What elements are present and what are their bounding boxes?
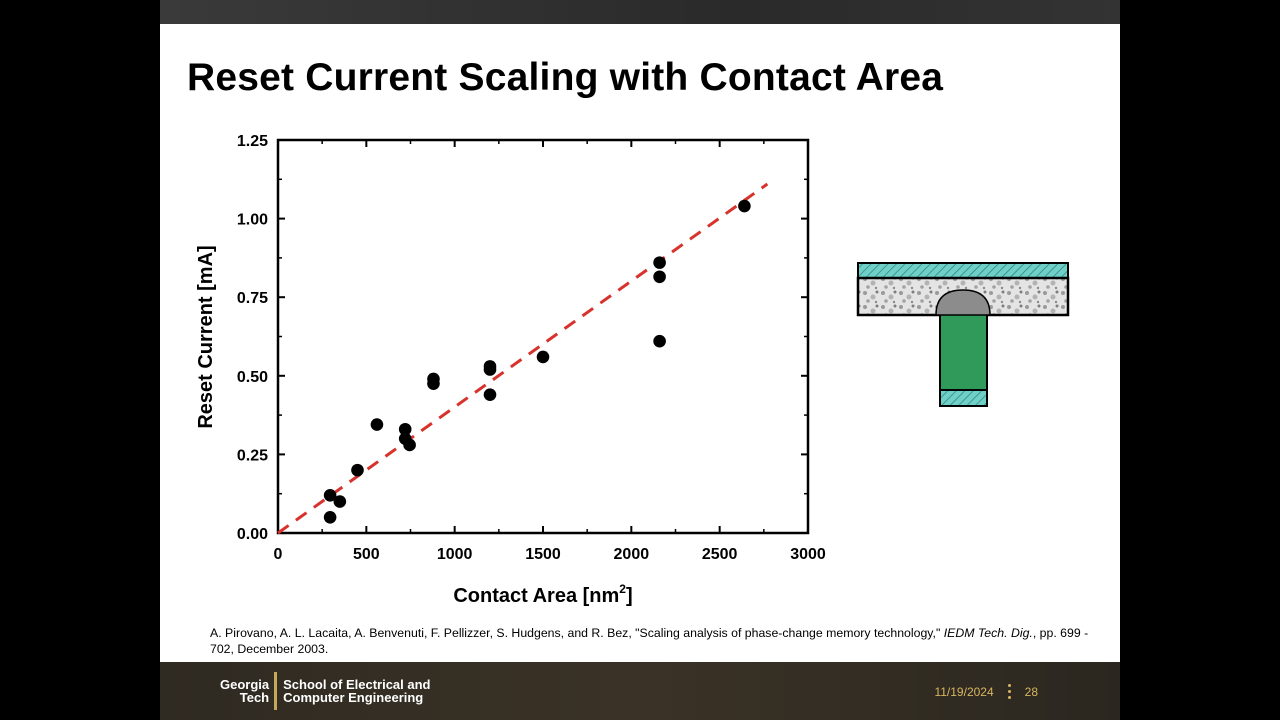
- y-tick-label: 0.75: [237, 290, 268, 307]
- logo-line-2: Tech: [239, 690, 270, 705]
- x-tick-label: 1000: [437, 546, 473, 563]
- dept-line-1: School of Electrical and: [283, 677, 431, 692]
- top-electrode: [857, 262, 1069, 279]
- citation-pages: , pp. 699 - 702, December 2003.: [210, 626, 1089, 656]
- x-tick-label: 1500: [525, 546, 561, 563]
- y-tick-label: 0.00: [237, 526, 268, 543]
- y-tick-label: 0.50: [237, 369, 268, 386]
- logo-line-1: Georgia: [220, 677, 270, 692]
- scatter-chart: 0 500 1000 1500 2000 2500 3000 0.00 0.25 0.50 0.75…: [195, 133, 1070, 607]
- data-point: [653, 256, 666, 269]
- gt-ece-logo: Georgia Tech School of Electrical and Co…: [220, 672, 431, 710]
- citation-text: A. Pirovano, A. L. Lacaita, A. Benvenuti…: [210, 626, 944, 640]
- department-name: School of Electrical and Computer Engine…: [283, 678, 430, 704]
- data-point: [653, 270, 666, 284]
- slide-title: Reset Current Scaling with Contact Area: [187, 56, 944, 99]
- data-point: [483, 388, 497, 401]
- gt-wordmark: Georgia Tech: [220, 678, 274, 704]
- page-number: 28: [1024, 684, 1038, 699]
- x-tick-label: 0: [274, 546, 283, 563]
- vertical-dots-divider: [1007, 684, 1011, 699]
- data-point: [370, 418, 384, 431]
- data-point: [323, 510, 337, 524]
- citation-journal: IEDM Tech. Dig.: [943, 626, 1033, 640]
- x-tick-label: 500: [353, 546, 380, 563]
- footer-date: 11/19/2024: [934, 684, 994, 699]
- data-point: [536, 350, 550, 364]
- footer-bar: Georgia Tech School of Electrical and Co…: [160, 662, 1120, 720]
- y-tick-label: 0.25: [237, 447, 268, 464]
- heater-plug: [939, 308, 988, 391]
- top-bar: [160, 0, 1120, 24]
- footer-meta: 11/19/2024 28: [934, 684, 1038, 699]
- dept-line-2: Computer Engineering: [283, 690, 424, 705]
- data-point: [427, 377, 440, 390]
- x-axis-label: Contact Area [nm2]: [453, 582, 632, 607]
- data-point: [403, 438, 416, 452]
- data-point: [398, 422, 412, 436]
- memory-cell-diagram: [856, 262, 1070, 407]
- logo-divider: [274, 672, 278, 710]
- x-tick-label: 3000: [790, 546, 826, 563]
- data-point: [323, 488, 337, 502]
- citation: A. Pirovano, A. L. Lacaita, A. Benvenuti…: [210, 625, 1090, 657]
- data-point: [653, 334, 666, 348]
- amorphous-dome: [935, 289, 991, 316]
- fit-line: [277, 182, 769, 535]
- slide: Reset Current Scaling with Contact Area …: [160, 24, 1120, 662]
- y-axis-label: Reset Current [mA]: [195, 245, 217, 428]
- bottom-electrode: [939, 389, 988, 407]
- data-point: [483, 363, 497, 376]
- y-tick-label: 1.00: [237, 212, 268, 229]
- x-tick-label: 2500: [702, 546, 738, 563]
- y-tick-label: 1.25: [237, 133, 268, 150]
- data-point: [333, 495, 347, 508]
- x-tick-label: 2000: [614, 546, 650, 563]
- data-point: [351, 463, 364, 477]
- data-point: [738, 199, 751, 213]
